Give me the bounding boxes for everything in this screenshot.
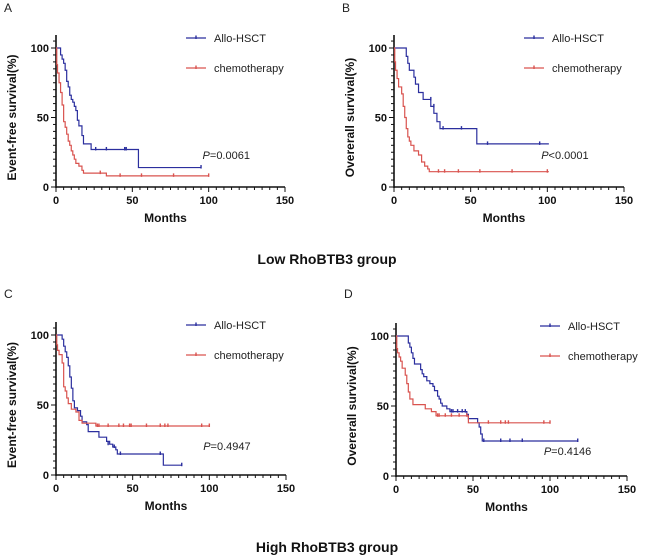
panel-d: D 0 50 100 150 0 50 100 Months Overerall survival… — [344, 287, 638, 514]
p-symbol: P — [541, 150, 549, 162]
x-axis-title: Months — [145, 499, 188, 513]
y-tick-label: 100 — [371, 331, 389, 343]
p-symbol: P — [203, 441, 211, 453]
p-value: =0.4947 — [211, 441, 251, 453]
survival-curve — [396, 335, 578, 442]
group-label-low: Low RhoBTB3 group — [257, 251, 396, 267]
group-label-high: High RhoBTB3 group — [256, 539, 398, 555]
series-allo-hsct: Allo-HSCT — [396, 321, 620, 442]
x-tick-label: 100 — [538, 195, 556, 207]
survival-curve — [396, 335, 550, 424]
y-tick-label: 50 — [37, 113, 49, 125]
series-chemotherapy: chemotherapy — [396, 335, 638, 424]
x-tick-label: 100 — [541, 484, 559, 496]
survival-curve — [56, 334, 210, 427]
y-axis-title: Event-free survival(%) — [5, 54, 19, 180]
y-tick-label: 100 — [31, 330, 49, 342]
y-tick-label: 50 — [377, 401, 389, 413]
p-value-annotation: P<0.0001 — [541, 150, 588, 162]
x-tick-label: 50 — [465, 195, 477, 207]
y-tick-label: 50 — [375, 113, 387, 125]
panel-letter: C — [4, 287, 13, 301]
panel-letter: B — [342, 1, 350, 15]
x-tick-label: 150 — [276, 195, 294, 207]
x-tick-label: 150 — [618, 484, 636, 496]
p-value: =0.4146 — [551, 446, 591, 458]
panel-a: A 0 50 100 150 0 50 100 Months Event-free surviva… — [4, 1, 294, 225]
panel-b: B 0 50 100 150 0 50 100 Months Overerall survival… — [342, 1, 633, 225]
y-axis-title: Overerall survival(%) — [345, 346, 359, 465]
series-chemotherapy: chemotherapy — [56, 334, 284, 427]
survival-curve — [56, 334, 182, 466]
x-tick-label: 100 — [200, 483, 218, 495]
series-chemotherapy: chemotherapy — [56, 47, 284, 177]
p-symbol: P — [544, 446, 552, 458]
x-axis-title: Months — [144, 211, 187, 225]
y-tick-label: 0 — [43, 470, 49, 482]
x-tick-label: 50 — [126, 195, 138, 207]
survival-curve — [394, 47, 549, 173]
p-symbol: P — [203, 150, 211, 162]
legend-label: chemotherapy — [552, 63, 622, 75]
p-value-annotation: P=0.4947 — [203, 441, 250, 453]
legend-label: Allo-HSCT — [214, 320, 266, 332]
x-axis-title: Months — [485, 500, 528, 514]
panel-letter: A — [4, 1, 12, 15]
x-tick-label: 150 — [277, 483, 295, 495]
x-tick-label: 50 — [467, 484, 479, 496]
survival-curve — [394, 47, 549, 145]
p-value-annotation: P=0.4146 — [544, 446, 591, 458]
y-tick-label: 50 — [37, 400, 49, 412]
p-value-annotation: P=0.0061 — [203, 150, 250, 162]
y-tick-label: 100 — [369, 43, 387, 55]
x-axis-title: Months — [483, 211, 526, 225]
y-tick-label: 0 — [383, 471, 389, 483]
legend-label: chemotherapy — [214, 350, 284, 362]
legend-label: chemotherapy — [568, 351, 638, 363]
y-tick-label: 0 — [381, 182, 387, 194]
panel-c: C 0 50 100 150 0 50 100 Months Event-free surviva… — [4, 287, 295, 513]
x-tick-label: 50 — [127, 483, 139, 495]
survival-curve — [56, 47, 209, 177]
x-tick-label: 0 — [393, 484, 399, 496]
y-tick-label: 0 — [43, 182, 49, 194]
y-tick-label: 100 — [31, 43, 49, 55]
survival-curve — [56, 47, 202, 169]
series-allo-hsct: Allo-HSCT — [394, 33, 604, 145]
x-tick-label: 0 — [391, 195, 397, 207]
series-allo-hsct: Allo-HSCT — [56, 320, 266, 467]
legend-label: Allo-HSCT — [552, 33, 604, 45]
series-allo-hsct: Allo-HSCT — [56, 33, 266, 169]
y-axis-title: Overerall survival(%) — [343, 58, 357, 177]
legend-label: Allo-HSCT — [568, 321, 620, 333]
series-chemotherapy: chemotherapy — [394, 47, 622, 173]
p-value: <0.0001 — [549, 150, 589, 162]
x-tick-label: 0 — [53, 483, 59, 495]
legend-label: chemotherapy — [214, 63, 284, 75]
p-value: =0.0061 — [210, 150, 250, 162]
x-tick-label: 150 — [615, 195, 633, 207]
panel-letter: D — [344, 287, 353, 301]
x-tick-label: 0 — [53, 195, 59, 207]
legend-label: Allo-HSCT — [214, 33, 266, 45]
y-axis-title: Event-free survival(%) — [5, 342, 19, 468]
x-tick-label: 100 — [199, 195, 217, 207]
